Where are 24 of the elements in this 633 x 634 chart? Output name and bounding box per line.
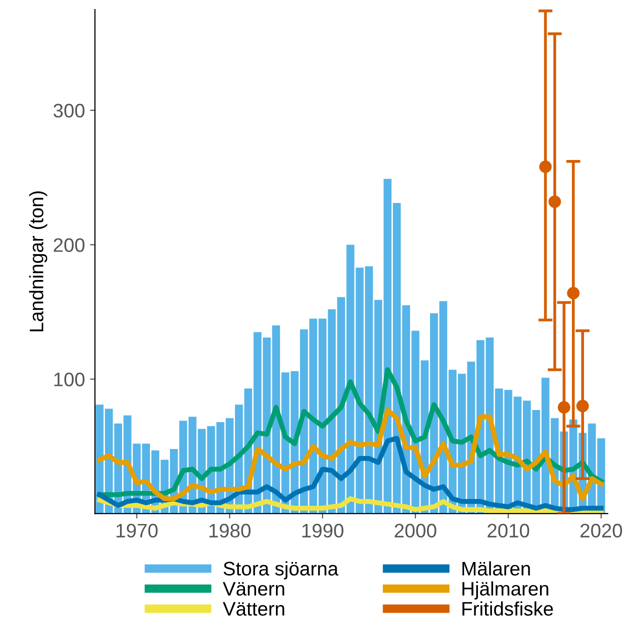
legend-label: Fritidsfiske <box>462 601 553 616</box>
x-tick-label: 1980 <box>209 524 251 538</box>
legend-label: Hjälmaren <box>462 581 548 600</box>
y-tick-label: 100 <box>54 372 84 386</box>
legend-label: Stora sjöarna <box>224 561 338 580</box>
line-series <box>97 436 604 512</box>
point <box>576 400 589 412</box>
line-series <box>97 408 604 502</box>
x-tick-label: 1990 <box>302 524 344 538</box>
y-axis-title: Landningar (ton) <box>29 191 48 332</box>
point <box>567 286 580 300</box>
legend-label: Mälaren <box>462 561 530 576</box>
y-tick-label: 200 <box>54 238 84 252</box>
point <box>539 160 552 174</box>
x-tick-label: 2000 <box>394 524 436 538</box>
point <box>558 401 570 414</box>
x-tick-label: 2010 <box>488 524 530 538</box>
legend-label: Vättern <box>222 602 284 616</box>
point <box>548 195 561 208</box>
line-series <box>97 367 604 498</box>
x-tick-label: 1970 <box>116 524 158 538</box>
x-tick-label: 2020 <box>580 524 622 538</box>
y-tick-label: 300 <box>54 104 84 118</box>
legend-label: Vänern <box>222 582 284 596</box>
